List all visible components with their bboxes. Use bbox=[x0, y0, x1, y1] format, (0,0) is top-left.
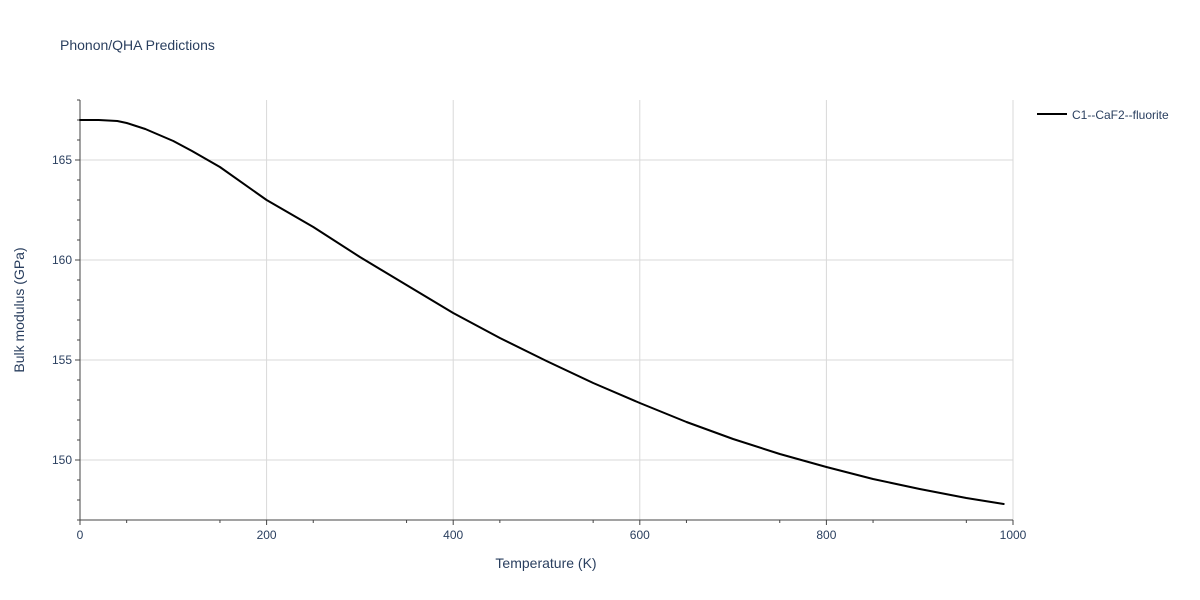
legend-label: C1--CaF2--fluorite bbox=[1072, 108, 1169, 122]
legend[interactable]: C1--CaF2--fluorite bbox=[1037, 108, 1169, 122]
y-axis-title: Bulk modulus (GPa) bbox=[11, 247, 27, 372]
y-ticks: 150 155 160 165 bbox=[52, 99, 80, 521]
y-tick-label: 155 bbox=[52, 353, 72, 367]
y-tick-label: 150 bbox=[52, 453, 72, 467]
series-layer bbox=[79, 119, 1005, 505]
x-tick-label: 1000 bbox=[1000, 528, 1027, 542]
x-tick-label: 400 bbox=[443, 528, 463, 542]
chart-title: Phonon/QHA Predictions bbox=[60, 37, 215, 53]
x-grid bbox=[266, 100, 1014, 520]
x-ticks: 0 200 400 600 800 1000 bbox=[77, 520, 1027, 542]
x-tick-label: 800 bbox=[816, 528, 836, 542]
series-line[interactable] bbox=[79, 119, 1005, 505]
y-tick-label: 165 bbox=[52, 153, 72, 167]
x-tick-label: 200 bbox=[257, 528, 277, 542]
x-tick-label: 0 bbox=[77, 528, 84, 542]
x-axis-title: Temperature (K) bbox=[495, 555, 596, 571]
y-grid bbox=[80, 159, 1013, 461]
y-tick-label: 160 bbox=[52, 253, 72, 267]
x-tick-label: 600 bbox=[630, 528, 650, 542]
